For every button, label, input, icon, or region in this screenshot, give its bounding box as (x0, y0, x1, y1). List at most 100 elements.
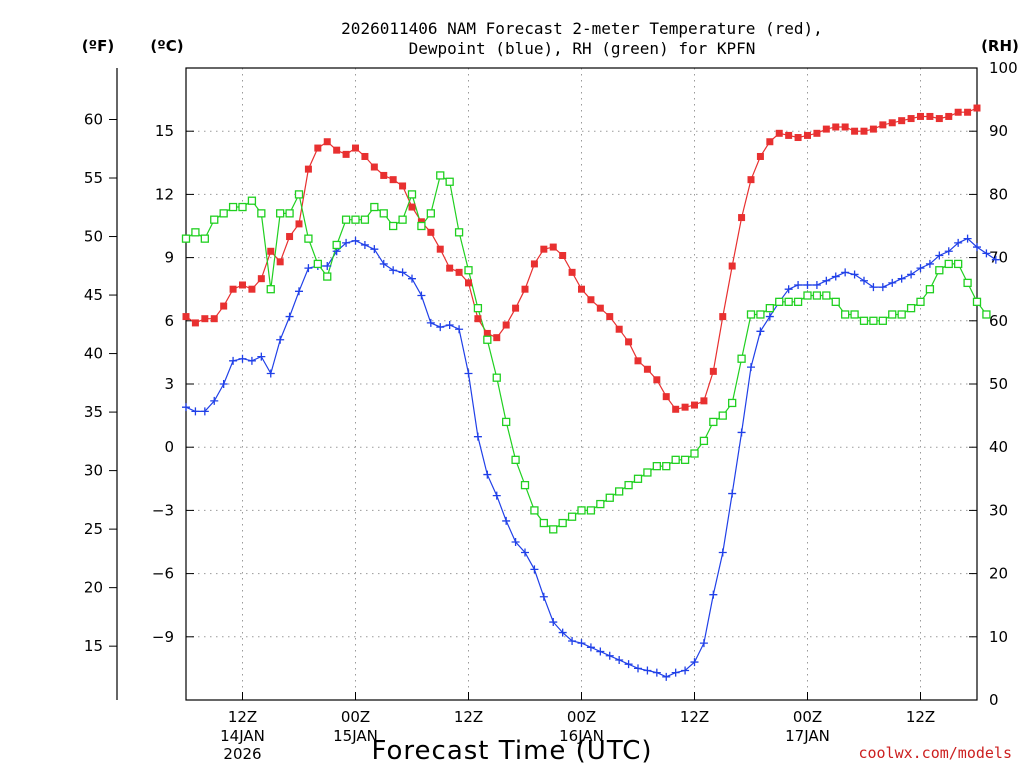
dewpoint-point (888, 278, 897, 287)
dewpoint-point (568, 637, 577, 646)
dewpoint-point (615, 655, 624, 664)
fahrenheit-tick-label: 15 (84, 637, 103, 655)
dewpoint-point (841, 268, 850, 277)
rh-point (982, 310, 991, 319)
temperature-point (691, 401, 698, 409)
rh-point (294, 190, 304, 199)
rh-point (276, 209, 285, 218)
dewpoint-point (897, 274, 906, 283)
rh-point (633, 474, 643, 483)
rh-tick-label: 0 (989, 691, 999, 709)
temperature-point (465, 279, 472, 287)
dewpoint-point (747, 363, 755, 372)
celsius-tick-label: −6 (152, 565, 174, 583)
temperature-point (286, 233, 294, 241)
temperature-point (794, 134, 802, 142)
dewpoint-point (935, 251, 944, 260)
rh-point (407, 190, 417, 199)
celsius-unit-label: (ºC) (150, 37, 183, 55)
temperature-point (700, 397, 708, 405)
temperature-point (399, 182, 407, 190)
dewpoint-point (530, 565, 539, 574)
temperature-point (719, 313, 727, 321)
rh-point (831, 297, 840, 306)
rh-point (662, 462, 671, 471)
dewpoint-point (624, 660, 633, 669)
dewpoint-point (492, 491, 501, 500)
temperature-point (408, 203, 416, 211)
rh-point (351, 215, 360, 224)
dewpoint-point (907, 270, 916, 279)
dewpoint-point (925, 259, 934, 268)
temperature-point (512, 304, 520, 312)
temperature-point (596, 304, 604, 312)
temperature-point (747, 176, 755, 184)
dewpoint-point (370, 245, 379, 254)
temperature-point (841, 123, 849, 131)
rh-point (332, 240, 341, 250)
rh-point (436, 171, 445, 180)
rh-tick-label: 70 (989, 249, 1008, 267)
x-tick-label: 00Z (341, 708, 370, 726)
dewpoint-point (342, 238, 351, 247)
dewpoint-point (709, 590, 718, 599)
temperature-point (945, 112, 953, 120)
rh-point (341, 215, 351, 224)
dewpoint-point (681, 666, 690, 675)
dewpoint-point (229, 356, 238, 365)
dewpoint-point (671, 668, 680, 677)
temperature-point (578, 285, 585, 293)
temperature-point (615, 325, 623, 333)
dewpoint-point (276, 335, 285, 344)
rh-point (247, 196, 257, 205)
temperature-point (587, 296, 595, 304)
rh-point (323, 272, 332, 281)
rh-point (756, 310, 765, 319)
rh-point (266, 285, 275, 294)
rh-tick-label: 30 (989, 501, 1008, 519)
rh-point (718, 411, 727, 420)
fahrenheit-tick-label: 30 (84, 462, 103, 480)
temperature-point (210, 315, 218, 323)
temperature-point (502, 321, 510, 329)
dewpoint-point (916, 264, 925, 273)
rh-point (972, 297, 982, 306)
temperature-point (267, 247, 275, 255)
dewpoint-point (643, 666, 652, 675)
temperature-point (380, 171, 388, 179)
temperature-point (257, 275, 265, 283)
fahrenheit-tick-label: 50 (84, 228, 103, 246)
chart-title-line-1: 2026011406 NAM Forecast 2-meter Temperat… (341, 19, 823, 38)
dewpoint-point (511, 538, 520, 546)
fahrenheit-tick-label: 20 (84, 579, 103, 597)
rh-point (360, 215, 370, 224)
rh-point (859, 316, 869, 325)
dewpoint-point (464, 369, 473, 378)
temperature-point (361, 152, 369, 160)
axes: 15129630−3−6−960555045403530252015100908… (84, 59, 1018, 763)
rh-tick-label: 20 (989, 565, 1008, 583)
fahrenheit-tick-label: 40 (84, 345, 103, 363)
rh-point (841, 310, 850, 319)
dewpoint-point (417, 291, 426, 300)
rh-point (878, 316, 887, 325)
temperature-point (370, 163, 378, 171)
rh-point (765, 304, 774, 313)
dewpoint-point (445, 321, 454, 330)
rh-point (473, 304, 483, 313)
dewpoint-point (803, 280, 812, 289)
celsius-tick-label: 6 (164, 312, 174, 330)
dewpoint-point (219, 380, 228, 388)
rh-point (699, 436, 709, 446)
temperature-point (869, 125, 877, 133)
dewpoint-point (944, 247, 953, 256)
dewpoint-point (200, 407, 209, 416)
rh-point (191, 228, 200, 237)
rh-point (219, 209, 228, 218)
rh-point (963, 278, 972, 288)
temperature-point (295, 220, 303, 228)
temperature-point (333, 146, 341, 154)
x-tick-date: 15JAN (333, 727, 378, 745)
temperature-point (568, 268, 576, 276)
